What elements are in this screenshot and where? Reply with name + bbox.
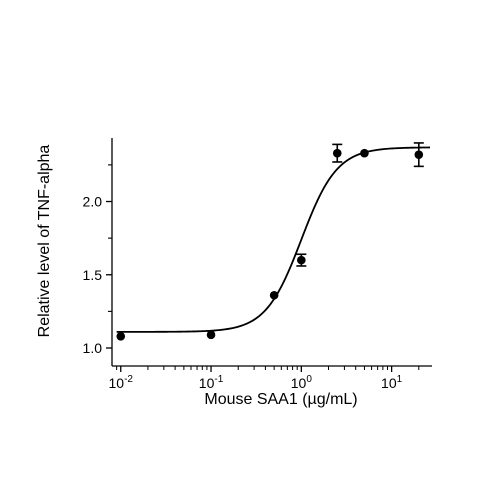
fit-curve-0 (116, 146, 430, 333)
data-point-5 (360, 148, 369, 158)
x-tick-label-3: 101 (381, 374, 403, 391)
data-point-0 (116, 331, 126, 341)
y-tick-label-1: 1.5 (83, 267, 103, 283)
data-point-2 (269, 290, 279, 300)
x-tick-label-2: 100 (291, 374, 313, 391)
points-layer (116, 142, 424, 341)
data-point-6 (414, 150, 424, 159)
x-tick-label-1: 10-1 (199, 374, 224, 391)
x-tick-label-0: 10-2 (109, 374, 134, 391)
data-point-4 (332, 148, 342, 158)
axes (111, 138, 432, 367)
y-tick-label-2: 2.0 (83, 194, 103, 210)
x-axis-label: Mouse SAA1 (µg/mL) (204, 391, 357, 408)
fit-layer (116, 146, 430, 333)
y-axis-label: Relative level of TNF-alpha (36, 145, 53, 338)
data-point-3 (297, 255, 306, 265)
y-tick-label-0: 1.0 (83, 340, 103, 356)
tick-layer: 1.0 1.5 2.0 10-2 10-1 100 101 (83, 164, 420, 391)
data-point-1 (206, 330, 216, 340)
